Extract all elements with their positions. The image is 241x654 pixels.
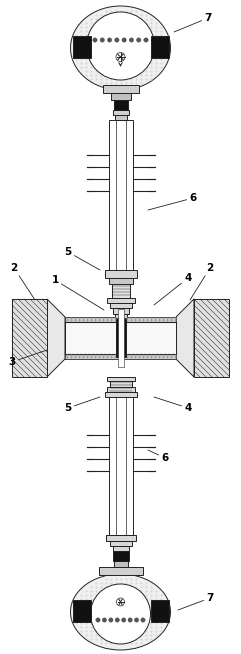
Circle shape (87, 12, 154, 80)
Bar (65, 322, 176, 354)
Text: 4: 4 (154, 273, 192, 305)
Text: 1: 1 (51, 275, 104, 310)
Circle shape (109, 618, 113, 622)
Circle shape (100, 38, 105, 43)
Text: 4: 4 (154, 397, 192, 413)
Bar (109, 541, 132, 546)
Circle shape (141, 618, 145, 622)
Bar (114, 561, 127, 567)
Bar (107, 298, 134, 303)
Circle shape (96, 618, 100, 622)
Polygon shape (176, 299, 194, 377)
Circle shape (121, 618, 126, 622)
Circle shape (102, 618, 107, 622)
Text: 7: 7 (178, 593, 214, 610)
Bar (65, 317, 176, 359)
Text: 5: 5 (64, 247, 100, 270)
Bar (109, 303, 132, 308)
Circle shape (91, 584, 150, 644)
Bar (108, 397, 133, 535)
Bar (113, 308, 128, 314)
Circle shape (129, 38, 134, 43)
Bar (109, 381, 132, 387)
Bar (113, 546, 128, 551)
Text: 6: 6 (148, 450, 169, 463)
Circle shape (128, 618, 132, 622)
Bar (150, 36, 168, 58)
Bar (112, 284, 129, 298)
Text: 2: 2 (10, 263, 35, 300)
Bar (108, 120, 133, 270)
Text: 6: 6 (148, 193, 197, 210)
Circle shape (144, 38, 148, 43)
Bar (107, 387, 134, 392)
Bar (65, 354, 176, 359)
Bar (114, 100, 127, 110)
Bar (114, 115, 127, 120)
Bar (150, 600, 168, 622)
Bar (12, 299, 47, 377)
Text: 3: 3 (8, 350, 47, 367)
Ellipse shape (71, 574, 170, 650)
Text: 2: 2 (190, 263, 214, 300)
Bar (108, 278, 133, 284)
Bar (99, 567, 142, 575)
Circle shape (134, 618, 139, 622)
Bar (107, 377, 134, 381)
Circle shape (93, 38, 97, 43)
Bar (118, 309, 123, 367)
Bar (194, 299, 229, 377)
Bar (105, 270, 136, 278)
Circle shape (107, 38, 112, 43)
Bar (73, 600, 91, 622)
Ellipse shape (71, 6, 170, 90)
Bar (105, 392, 136, 397)
Circle shape (122, 38, 126, 43)
Text: 5: 5 (64, 397, 100, 413)
Bar (102, 85, 139, 93)
Bar (106, 535, 135, 541)
Text: 7: 7 (174, 13, 212, 32)
Circle shape (136, 38, 141, 43)
Bar (65, 317, 176, 322)
Circle shape (115, 38, 119, 43)
Bar (113, 551, 128, 561)
Bar (114, 314, 127, 318)
Bar (73, 36, 91, 58)
Circle shape (115, 618, 120, 622)
Bar (115, 319, 126, 357)
Bar (111, 93, 130, 100)
Bar (113, 110, 128, 115)
Polygon shape (47, 299, 65, 377)
